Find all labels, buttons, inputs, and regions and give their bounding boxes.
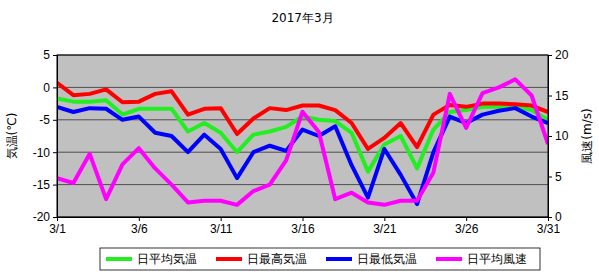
tick-mark (57, 217, 58, 221)
tick-mark (53, 152, 57, 153)
tick-mark (466, 217, 467, 221)
legend-swatch (326, 257, 352, 261)
tick-mark (548, 136, 552, 137)
axis-line (58, 218, 549, 222)
y-axis-title: 気温(℃) (5, 113, 19, 160)
tick: -5 (39, 113, 57, 127)
legend-swatch (436, 257, 462, 261)
axis-line (53, 56, 58, 218)
x-axis: 3/1 3/6 3/11 3/16 3/21 3/26 3/31 (49, 217, 560, 236)
tick-mark (548, 55, 552, 56)
tick-mark (548, 177, 552, 178)
tick-label: -20 (33, 210, 51, 224)
tick-label: -10 (33, 146, 51, 160)
axis-line (549, 56, 553, 218)
tick-mark (53, 55, 57, 56)
plot-frame (57, 55, 548, 217)
legend-swatch (216, 257, 242, 261)
tick: -10 (33, 146, 57, 160)
tick: 10 (548, 129, 569, 143)
tick-label: 20 (555, 48, 569, 62)
tick: 3/31 (537, 217, 561, 236)
tick-mark (53, 87, 57, 88)
tick: 15 (548, 89, 569, 103)
tick-mark (139, 217, 140, 221)
series-line (57, 79, 548, 205)
tick: 3/21 (373, 217, 397, 236)
tick-mark (548, 217, 549, 221)
tick-mark (221, 217, 222, 221)
legend-box (100, 248, 540, 270)
tick: -15 (33, 178, 57, 192)
tick-mark (53, 120, 57, 121)
tick: 3/1 (49, 217, 66, 236)
tick-mark (548, 96, 552, 97)
tick-label: 3/16 (291, 222, 315, 236)
y2-axis-title: 風速(m/s) (580, 108, 594, 163)
tick: 5 (548, 170, 562, 184)
tick: 0 (43, 81, 57, 95)
legend: 日平均気温 日最高気温 日最低気温 日平均風速 (100, 248, 540, 270)
tick: 3/11 (210, 217, 233, 236)
tick-label: 0 (43, 81, 50, 95)
grid-line (57, 152, 548, 153)
lines (57, 79, 548, 205)
grid (57, 55, 548, 217)
tick: 20 (548, 48, 569, 62)
tick-mark (384, 217, 385, 221)
tick-label: 3/26 (455, 222, 479, 236)
tick-label: 3/1 (49, 222, 66, 236)
y-axis: -20 -15 -10 -5 0 5 (33, 48, 58, 224)
tick: 3/26 (455, 217, 479, 236)
title: 2017年3月 (271, 11, 333, 25)
tick-label: 15 (555, 89, 569, 103)
tick-label: 10 (555, 129, 569, 143)
legend-label: 日最高気温 (247, 252, 307, 266)
tick: 5 (43, 48, 57, 62)
tick-label: 5 (43, 48, 50, 62)
legend-label: 日平均気温 (137, 252, 197, 266)
legend-label: 日平均風速 (467, 252, 527, 266)
tick-mark (53, 217, 57, 218)
tick-label: 3/11 (210, 222, 233, 236)
grid-line (57, 87, 548, 88)
tick-label: -5 (39, 113, 50, 127)
tick-mark (53, 185, 57, 186)
legend-swatch (106, 257, 132, 261)
tick-label: 3/21 (373, 222, 397, 236)
tick-label: 3/6 (131, 222, 148, 236)
tick-label: -15 (33, 178, 51, 192)
tick: 3/6 (131, 217, 148, 236)
grid-line (57, 184, 548, 185)
legend-label: 日最低気温 (357, 252, 417, 266)
plot-background (57, 55, 548, 217)
tick-label: 3/31 (537, 222, 561, 236)
tick: 3/16 (291, 217, 315, 236)
chart: -20-15-10-505051015203/13/63/113/163/213… (0, 0, 599, 277)
y2-axis: 05101520 (548, 48, 569, 224)
tick-label: 5 (555, 170, 562, 184)
tick-mark (303, 217, 304, 221)
